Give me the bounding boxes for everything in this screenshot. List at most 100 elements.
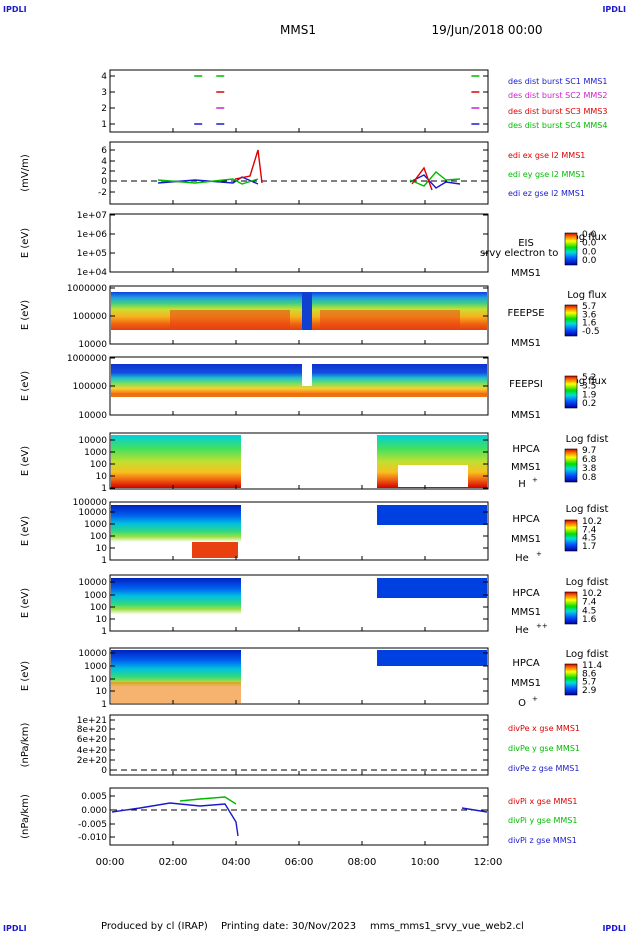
feepse-spectrogram — [111, 292, 487, 330]
burst-legend-entry: des dist burst SC2 MMS2 — [508, 91, 607, 100]
hpca-he1-ytick-label: 10000 — [78, 508, 107, 518]
hpca-he1-fill-right — [377, 505, 487, 525]
feepse-instrument-label: FEEPSE — [507, 308, 544, 319]
hpca-he2-ytick-label: 1000 — [84, 591, 107, 601]
hpca-h-colorbar — [564, 448, 578, 483]
divpi-legend-entry: divPi y gse MMS1 — [508, 816, 577, 825]
divpe-ytick-label: 1e+21 — [77, 716, 107, 726]
hpca-h-colorbar-tick: 6.8 — [582, 455, 597, 465]
edi-legend-entry: edi ey gse l2 MMS1 — [508, 170, 586, 179]
divpe-ytick-label: 6e+20 — [77, 735, 108, 745]
hpca-he2-colorbar-tick: 1.6 — [582, 615, 597, 625]
eis-colorbar-tick: 0.0 — [582, 239, 597, 249]
corner-label-top-right: IPDLI — [602, 5, 626, 14]
panel-eis-frame — [109, 213, 489, 273]
xtick-label: 12:00 — [474, 857, 503, 868]
edi-legend-entry: edi ez gse l2 MMS1 — [508, 189, 585, 198]
feepsi-colorbar-tick: 3.5 — [582, 382, 596, 392]
hpca-o-species-label: O — [518, 698, 526, 709]
divpe-ytick-label: 2e+20 — [77, 756, 108, 766]
divpi-ylabel: (nPa/km) — [20, 794, 31, 839]
hpca-h-instrument-label: HPCA — [512, 444, 540, 455]
hpca-he1-spacecraft-label: MMS1 — [511, 534, 541, 545]
hpca-o-colorbar-tick: 5.7 — [582, 678, 596, 688]
panel-burst-frame — [109, 69, 489, 133]
hpca-h-colorbar-tick: 9.7 — [582, 446, 596, 456]
divpe-ytick-label: 4e+20 — [77, 746, 108, 756]
feepse-ytick-label: 100000 — [73, 312, 108, 322]
feepse-hot-region-left — [170, 310, 290, 330]
hpca-he1-colorbar-tick: 10.2 — [582, 517, 602, 527]
edi-ey-trace — [157, 171, 461, 187]
feepsi-bottom-edge-band — [111, 393, 487, 397]
hpca-he1-ytick-label: 100000 — [73, 498, 108, 508]
edi-ylabel: (mV/m) — [20, 154, 31, 192]
hpca-o-spectrogram — [111, 650, 487, 703]
hpca-o-ytick-label: 10000 — [78, 649, 107, 659]
xtick-label: 00:00 — [96, 857, 125, 868]
hpca-he1-ytick-label: 1 — [101, 556, 107, 566]
edi-ytick-label: 2 — [101, 167, 107, 177]
footer-produced-by: Produced by cl (IRAP) — [101, 921, 208, 932]
hpca-he2-ytick-label: 10 — [96, 615, 108, 625]
hpca-h-ytick-label: 10000 — [78, 436, 107, 446]
divpi-z-trace — [111, 802, 488, 837]
feepsi-ytick-label: 1000000 — [67, 354, 107, 364]
feepse-ylabel: E (eV) — [20, 300, 31, 330]
burst-ytick-label: 3 — [101, 88, 107, 98]
hpca-he2-spectrogram — [111, 578, 487, 630]
hpca-h-ytick-label: 10 — [96, 472, 108, 482]
feepsi-instrument-label: FEEPSI — [509, 379, 543, 390]
hpca-h-quiet-region — [398, 465, 468, 487]
divpe-ylabel: (nPa/km) — [20, 723, 31, 768]
divpe-ytick-label: 0 — [101, 766, 107, 776]
hpca-he2-ylabel: E (eV) — [20, 588, 31, 618]
feepsi-ytick-label: 100000 — [73, 382, 108, 392]
feepsi-colorbar-title: Log flux — [567, 376, 607, 387]
hpca-he2-ytick-label: 1 — [101, 627, 107, 637]
hpca-h-fill-left — [111, 435, 241, 488]
hpca-h-spectrogram — [111, 435, 487, 488]
eis-colorbar-tick: 0.0 — [582, 230, 597, 240]
corner-label-top-left: IPDLI — [3, 5, 27, 14]
hpca-he1-ytick-label: 1000 — [84, 520, 107, 530]
feepsi-ylabel: E (eV) — [20, 371, 31, 401]
hpca-o-spacecraft-label: MMS1 — [511, 678, 541, 689]
burst-ytick-label: 4 — [101, 72, 107, 82]
divpe-legend-entry: divPe z gse MMS1 — [508, 764, 579, 773]
hpca-he2-colorbar-tick: 10.2 — [582, 589, 602, 599]
divpi-ytick-label: -0.005 — [78, 820, 107, 830]
xtick-label: 10:00 — [411, 857, 440, 868]
burst-ytick-label: 2 — [101, 104, 107, 114]
feepsi-dropout-gap — [302, 364, 312, 386]
hpca-he2-fill-left — [111, 578, 241, 630]
hpca-h-colorbar-tick: 0.8 — [582, 473, 597, 483]
hpca-he2-species-charge: ++ — [536, 622, 548, 630]
hpca-h-spacecraft-label: MMS1 — [511, 462, 541, 473]
feepse-hot-region-right — [320, 310, 460, 330]
feepse-ytick-label: 10000 — [78, 340, 107, 350]
eis-spacecraft-label: MMS1 — [511, 268, 541, 279]
hpca-he1-species-charge: + — [536, 550, 542, 558]
eis-instrument-label: EIS — [518, 238, 534, 249]
eis-ylabel: E (eV) — [20, 228, 31, 258]
hpca-o-low-energy-patch — [111, 682, 241, 703]
hpca-he2-instrument-label: HPCA — [512, 588, 540, 599]
xtick-label: 06:00 — [285, 857, 314, 868]
plot-date: 19/Jun/2018 00:00 — [431, 23, 542, 37]
footer-script-name: mms_mms1_srvy_vue_web2.cl — [370, 921, 524, 932]
hpca-o-fill-right — [377, 650, 487, 666]
hpca-he1-ytick-label: 10 — [96, 544, 108, 554]
hpca-he2-colorbar-title: Log fdist — [566, 577, 609, 588]
divpe-legend-entry: divPe x gse MMS1 — [508, 724, 580, 733]
feepse-spacecraft-label: MMS1 — [511, 338, 541, 349]
divpi-legend-entry: divPi z gse MMS1 — [508, 836, 577, 845]
eis-ytick-label: 1e+05 — [77, 249, 107, 259]
hpca-h-ytick-label: 1000 — [84, 448, 107, 458]
hpca-he1-colorbar-tick: 4.5 — [582, 534, 596, 544]
hpca-he2-ytick-label: 10000 — [78, 578, 107, 588]
spacecraft-title: MMS1 — [280, 23, 316, 37]
hpca-he2-colorbar-tick: 4.5 — [582, 606, 596, 616]
